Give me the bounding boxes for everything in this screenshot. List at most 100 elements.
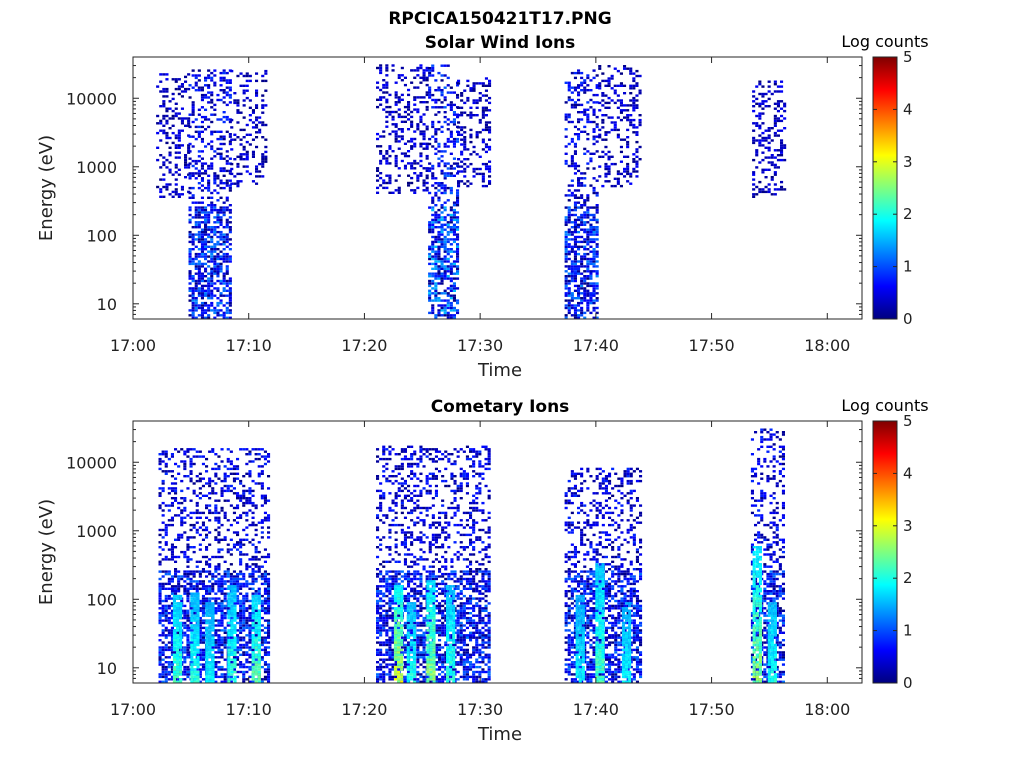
heatmap-cell — [216, 221, 220, 224]
heatmap-cell — [158, 651, 162, 654]
heatmap-cell — [192, 455, 196, 458]
heatmap-cell — [623, 175, 627, 178]
heatmap-cell — [194, 297, 198, 300]
heatmap-cell — [171, 190, 175, 194]
heatmap-cell — [449, 306, 453, 310]
heatmap-cell — [198, 639, 202, 642]
heatmap-cell — [434, 292, 438, 295]
heatmap-cell — [598, 155, 602, 158]
heatmap-cell — [229, 572, 233, 576]
heatmap-cell — [394, 123, 398, 126]
heatmap-cell — [638, 121, 642, 124]
heatmap-cell — [217, 499, 221, 502]
heatmap-cell — [443, 228, 447, 231]
heatmap-cell — [210, 297, 214, 300]
heatmap-cell — [577, 179, 581, 182]
heatmap-cell — [431, 123, 435, 126]
heatmap-cell — [469, 89, 473, 92]
heatmap-cell — [245, 592, 249, 595]
heatmap-cell — [437, 235, 441, 239]
heatmap-cell — [239, 643, 243, 647]
heatmap-cell — [242, 614, 246, 617]
heatmap-cell — [167, 670, 171, 674]
heatmap-cell — [210, 272, 214, 275]
heatmap-cell — [573, 164, 577, 168]
heatmap-cell — [226, 448, 230, 451]
heatmap-cell — [195, 450, 199, 453]
heatmap-cell — [475, 131, 479, 134]
heatmap-cell — [388, 673, 392, 676]
heatmap-cell — [388, 450, 392, 453]
heatmap-cell — [164, 528, 168, 532]
heatmap-cell — [201, 587, 205, 590]
heatmap-cell — [261, 160, 265, 163]
heatmap-cell — [446, 213, 450, 217]
heatmap-cell — [214, 509, 218, 512]
heatmap-cell — [263, 592, 267, 595]
heatmap-cell — [177, 631, 181, 634]
heatmap-cell — [601, 114, 605, 117]
heatmap-cell — [443, 265, 447, 268]
heatmap-cell — [186, 639, 190, 642]
heatmap-cell — [207, 314, 211, 317]
heatmap-cell — [767, 146, 771, 149]
heatmap-cell — [186, 646, 190, 649]
heatmap-cell — [222, 277, 226, 280]
heatmap-cell — [592, 289, 596, 292]
heatmap-cell — [394, 560, 398, 563]
heatmap-cell — [198, 477, 202, 480]
heatmap-cell — [164, 668, 168, 671]
y-tick-label: 1000 — [76, 158, 117, 177]
heatmap-cell — [174, 151, 178, 154]
heatmap-cell — [174, 114, 178, 118]
heatmap-cell — [446, 199, 450, 202]
heatmap-cell — [213, 270, 217, 273]
heatmap-cell — [564, 194, 568, 197]
heatmap-cell — [204, 270, 208, 273]
heatmap-cell — [263, 580, 267, 583]
heatmap-cell — [158, 592, 162, 595]
heatmap-cell — [208, 599, 212, 603]
heatmap-cell — [177, 85, 181, 88]
heatmap-cell — [214, 492, 218, 495]
heatmap-cell — [248, 575, 252, 578]
heatmap-cell — [573, 260, 577, 263]
heatmap-cell — [379, 71, 383, 75]
heatmap-cell — [207, 306, 211, 310]
heatmap-cell — [452, 120, 456, 124]
heatmap-cell — [446, 265, 450, 268]
heatmap-cell — [197, 74, 201, 77]
heatmap-cell — [260, 448, 264, 451]
heatmap-cell — [216, 270, 220, 273]
heatmap-cell — [187, 146, 191, 149]
heatmap-cell — [236, 641, 240, 644]
heatmap-cell — [198, 450, 202, 453]
heatmap-cell — [164, 533, 168, 537]
heatmap-cell — [248, 648, 252, 652]
panel-solar-wind-ions: Solar Wind Ions 17:00 17:10 17:20 17:30 17:4… — [36, 32, 929, 381]
heatmap-cell — [379, 184, 383, 187]
heatmap-cell — [168, 154, 172, 157]
heatmap-cell — [376, 526, 380, 529]
heatmap-cell — [407, 118, 411, 121]
heatmap-cell — [434, 216, 438, 219]
heatmap-cell — [592, 120, 596, 124]
heatmap-cell — [379, 69, 383, 72]
heatmap-cell — [200, 179, 204, 182]
heatmap-cell — [260, 455, 264, 458]
heatmap-cell — [220, 448, 224, 451]
heatmap-cell — [770, 193, 774, 196]
heatmap-cell — [204, 301, 208, 305]
heatmap-cell — [186, 594, 190, 598]
heatmap-cell — [217, 668, 221, 671]
heatmap-cell — [776, 102, 780, 105]
heatmap-cell — [197, 223, 201, 226]
heatmap-cell — [770, 92, 774, 96]
heatmap-cell — [236, 497, 240, 500]
heatmap-cell — [174, 190, 178, 194]
heatmap-cell — [177, 501, 181, 505]
heatmap-cell — [570, 164, 574, 168]
heatmap-cell — [770, 163, 774, 167]
heatmap-cell — [376, 651, 380, 654]
heatmap-cell — [376, 460, 380, 463]
